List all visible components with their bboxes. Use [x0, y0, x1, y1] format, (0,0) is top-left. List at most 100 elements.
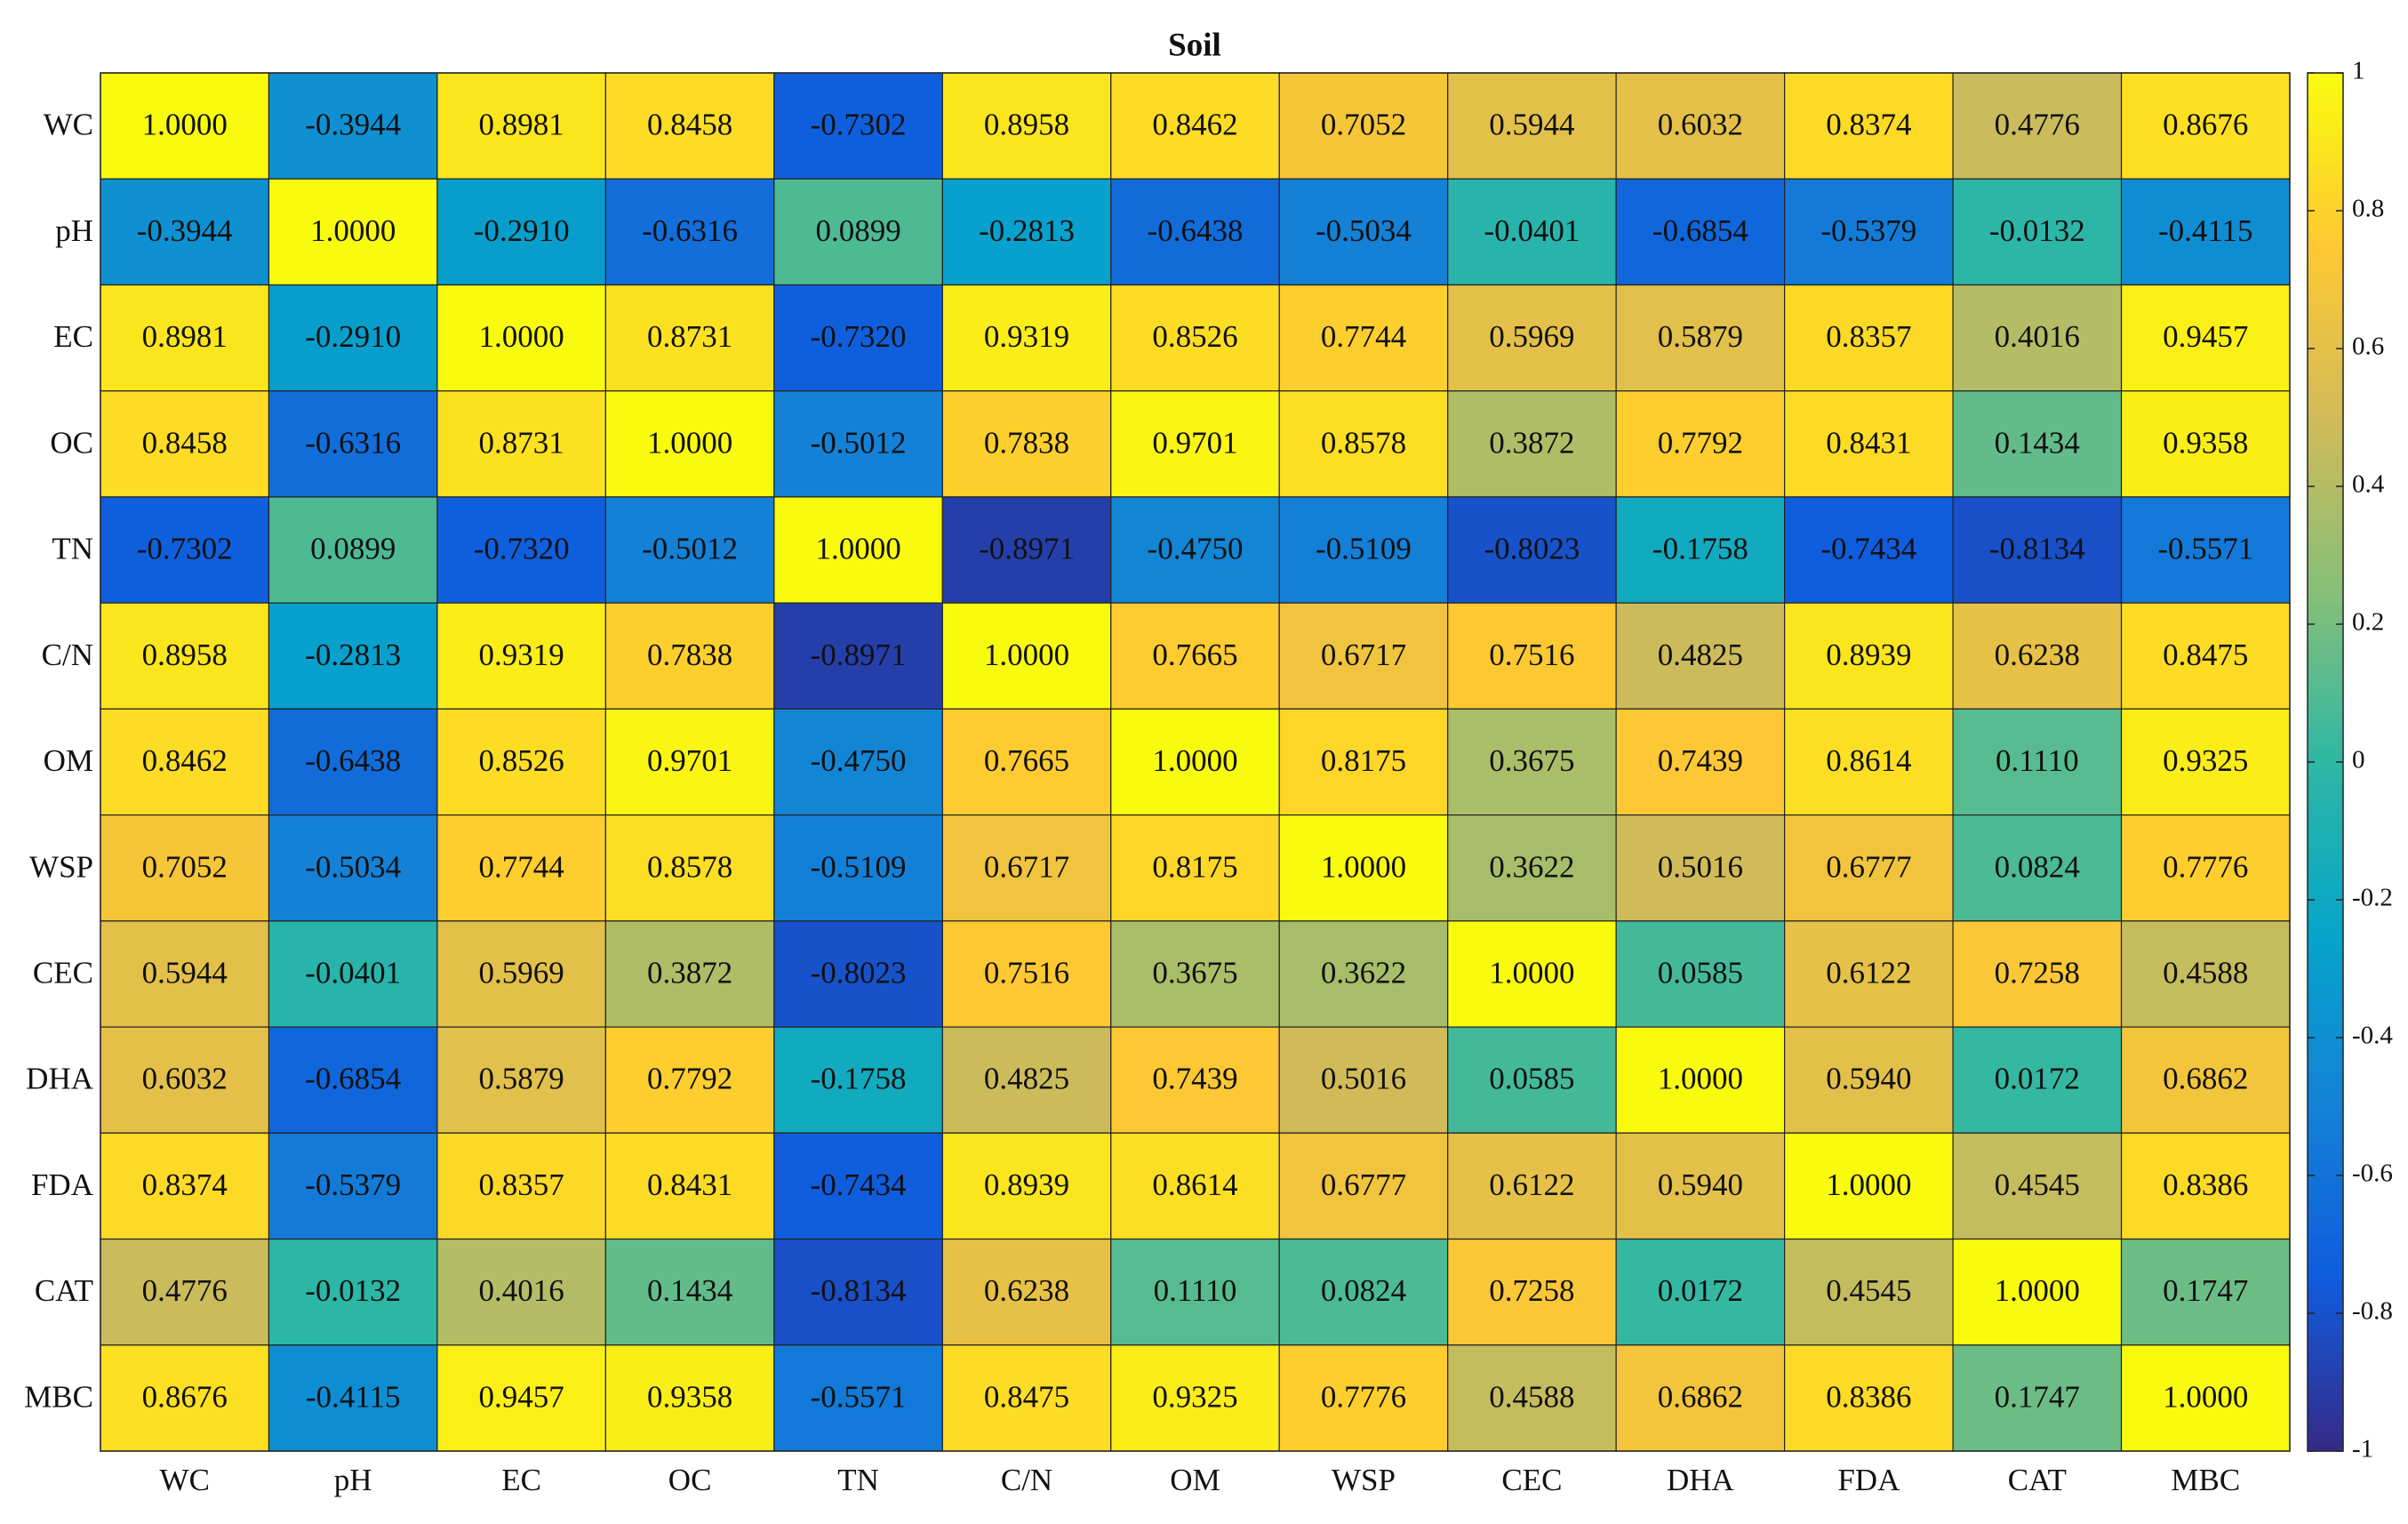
colorbar-swatch [2308, 279, 2343, 287]
cell-label: 0.8175 [1152, 849, 1237, 884]
heatmap-cell [941, 72, 1112, 180]
colorbar-swatch [2308, 1416, 2343, 1424]
cell-label: 0.9325 [2163, 743, 2248, 778]
colorbar-swatch [2308, 686, 2343, 694]
cell-label: 0.5969 [479, 955, 564, 990]
cell-label: -0.7434 [1820, 532, 1916, 566]
colorbar-swatch [2308, 893, 2343, 901]
cell-label: 0.3622 [1489, 849, 1574, 884]
colorbar-swatch [2308, 148, 2343, 156]
colorbar-swatch [2308, 162, 2343, 171]
colorbar-swatch [2308, 1099, 2343, 1108]
heatmap-cell [1110, 1132, 1280, 1240]
heatmap-cell [1278, 1344, 1449, 1452]
heatmap-cell [1447, 920, 1617, 1028]
colorbar-tick-label: 1 [2352, 57, 2365, 85]
colorbar-swatch [2308, 1127, 2343, 1135]
chart-title: Soil [1168, 27, 1221, 63]
colorbar-swatch [2308, 424, 2343, 432]
colorbar-swatch [2308, 679, 2343, 687]
cell-label: 0.3872 [647, 955, 732, 990]
cell-label: -0.7302 [137, 532, 233, 566]
cell-label: 0.8526 [1152, 319, 1237, 354]
colorbar-swatch [2308, 211, 2343, 219]
heatmap-cell [100, 1344, 270, 1452]
heatmap-cell [1952, 284, 2123, 392]
x-tick-label: FDA [1837, 1463, 1900, 1497]
y-tick-label: CEC [33, 955, 93, 990]
colorbar-swatch [2308, 231, 2343, 239]
colorbar-swatch [2308, 520, 2343, 529]
colorbar-swatch [2308, 93, 2343, 101]
cell-label: 0.6777 [1321, 1167, 1406, 1202]
colorbar-swatch [2308, 548, 2343, 557]
heatmap-cell [436, 496, 606, 604]
colorbar-swatch [2308, 1175, 2343, 1183]
colorbar-swatch [2308, 1086, 2343, 1094]
colorbar-tick-label: -0.6 [2352, 1159, 2393, 1188]
heatmap-cell [1952, 390, 2123, 498]
cell-label: 0.7744 [479, 849, 564, 884]
colorbar-swatch [2308, 983, 2343, 991]
cell-label: 1.0000 [310, 213, 396, 248]
heatmap-cell [604, 1344, 775, 1452]
cell-label: 0.8386 [1826, 1379, 1911, 1414]
heatmap-cell [1278, 390, 1449, 498]
colorbar-swatch [2308, 713, 2343, 722]
cell-label: 1.0000 [479, 319, 564, 354]
colorbar-swatch [2308, 293, 2343, 301]
cell-label: 0.5879 [1658, 319, 1743, 354]
heatmap-cell [604, 1238, 775, 1346]
colorbar-swatch [2308, 128, 2343, 136]
cell-label: -0.7320 [474, 532, 570, 566]
colorbar-swatch [2308, 582, 2343, 590]
colorbar-swatch [2308, 486, 2343, 494]
colorbar-swatch [2308, 748, 2343, 756]
heatmap-cell [436, 284, 606, 392]
heatmap-cell [1447, 814, 1617, 922]
colorbar-swatch [2308, 741, 2343, 750]
cell-label: 0.8462 [142, 743, 228, 778]
colorbar-swatch [2308, 1051, 2343, 1059]
heatmap-cell [1615, 708, 1786, 816]
cell-label: 0.8958 [142, 638, 228, 672]
colorbar-swatch [2308, 768, 2343, 777]
colorbar-swatch [2308, 1203, 2343, 1211]
cell-label: -0.4750 [811, 743, 907, 778]
colorbar-swatch [2308, 1409, 2343, 1417]
cell-label: 0.0899 [310, 532, 396, 566]
heatmap-cell [604, 1026, 775, 1134]
colorbar-swatch [2308, 100, 2343, 108]
colorbar-swatch [2308, 823, 2343, 832]
heatmap-cell [436, 1238, 606, 1346]
heatmap-cell [100, 920, 270, 1028]
colorbar-swatch [2308, 286, 2343, 294]
cell-label: -0.0132 [1989, 213, 2085, 248]
heatmap-cell [2120, 708, 2291, 816]
y-tick-label: pH [55, 213, 93, 248]
cell-label: 0.8981 [142, 319, 228, 354]
colorbar-swatch [2308, 1079, 2343, 1087]
cell-label: 0.5940 [1826, 1062, 1911, 1096]
cell-label: 0.4825 [1658, 638, 1743, 672]
colorbar-swatch [2308, 1106, 2343, 1114]
colorbar-swatch [2308, 645, 2343, 653]
heatmap-cell [773, 708, 943, 816]
cell-label: -0.4750 [1148, 532, 1244, 566]
heatmap-cell [773, 178, 943, 286]
heatmap-cell [1615, 496, 1786, 604]
colorbar-swatch [2308, 1251, 2343, 1259]
cell-label: 0.1110 [1996, 743, 2079, 778]
heatmap-cell [1615, 920, 1786, 1028]
colorbar-swatch [2308, 141, 2343, 149]
colorbar-swatch [2308, 700, 2343, 708]
heatmap-cell [1278, 814, 1449, 922]
heatmap-cell [941, 1344, 1112, 1452]
colorbar-swatch [2308, 514, 2343, 522]
plot-frame [100, 72, 2291, 1452]
cell-label: 0.8374 [142, 1167, 228, 1202]
heatmap-cell [604, 602, 775, 710]
cell-label: 0.8578 [1321, 425, 1406, 460]
heatmap-cell [604, 708, 775, 816]
colorbar-swatch [2308, 1216, 2343, 1224]
